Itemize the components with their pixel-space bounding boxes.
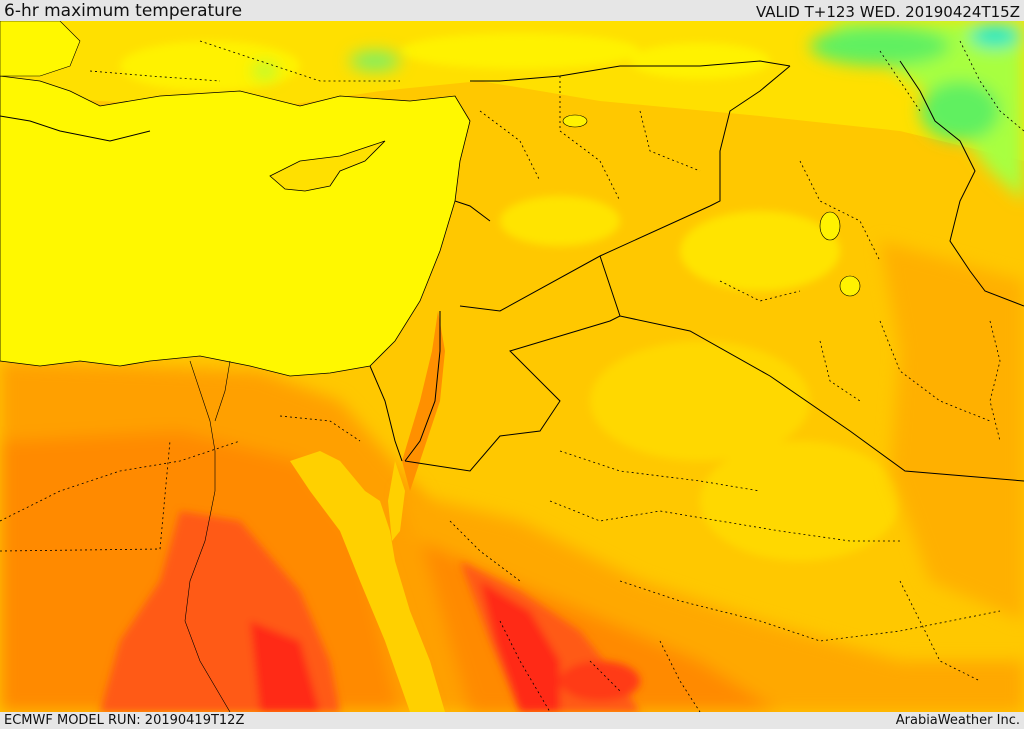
cool-green-zone bbox=[253, 21, 1024, 201]
lake-habbaniyah bbox=[839, 275, 861, 297]
international-borders bbox=[0, 60, 1024, 482]
map-footer: ECMWF MODEL RUN: 20190419T12Z ArabiaWeat… bbox=[0, 712, 1024, 729]
north-yellow-patches bbox=[120, 33, 900, 561]
red-sea bbox=[290, 451, 445, 712]
lake-assad bbox=[562, 114, 588, 128]
nile-delta bbox=[184, 360, 231, 712]
cyprus bbox=[269, 140, 386, 192]
gulf-of-aqaba bbox=[388, 461, 405, 541]
aegean-sea bbox=[0, 21, 81, 77]
hot-red-zones bbox=[100, 511, 640, 712]
model-run: ECMWF MODEL RUN: 20190419T12Z bbox=[4, 713, 245, 728]
iraq-warm-zone bbox=[880, 241, 1024, 621]
credit: ArabiaWeather Inc. bbox=[895, 713, 1020, 728]
map-header: 6-hr maximum temperature VALID T+123 WED… bbox=[0, 0, 1024, 21]
temperature-map bbox=[0, 21, 1024, 712]
valid-time: VALID T+123 WED. 20190424T15Z bbox=[755, 3, 1020, 21]
jordan-valley bbox=[402, 311, 445, 491]
mediterranean-sea bbox=[0, 75, 471, 377]
map-title: 6-hr maximum temperature bbox=[4, 1, 243, 21]
lake-tharthar bbox=[819, 211, 841, 241]
province-borders bbox=[0, 40, 1024, 712]
